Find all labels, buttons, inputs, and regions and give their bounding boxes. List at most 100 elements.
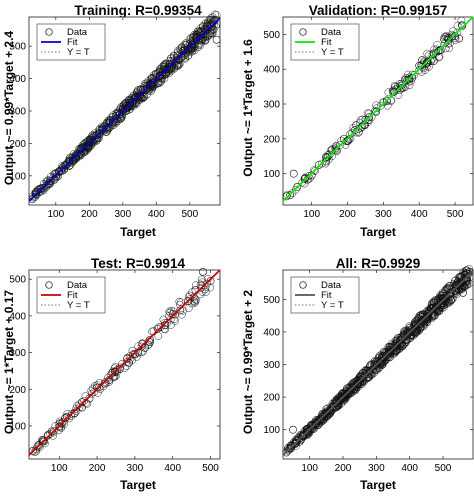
data-point [452,288,461,297]
x-tick-label: 500 [202,463,219,474]
x-tick-label: 400 [411,209,428,220]
data-point [133,86,142,95]
data-point [187,299,196,308]
data-point [418,56,426,64]
data-point [311,167,319,175]
data-point [103,373,112,382]
data-point [444,284,453,292]
data-point [123,104,132,113]
data-point [46,429,54,438]
data-point [39,436,47,445]
data-point [395,86,404,94]
data-point [184,45,192,54]
data-point [35,188,44,197]
data-point [151,77,160,85]
data-point [423,313,432,321]
data-point [441,44,450,53]
y-tick-label: 500 [9,275,26,286]
data-point [430,303,438,312]
data-point [171,310,180,319]
data-point [36,184,45,193]
data-point [212,35,221,44]
data-point [382,96,391,105]
x-tick-label: 300 [127,463,144,474]
data-point [283,190,292,199]
x-tick-label: 200 [339,209,356,220]
data-point [95,383,103,392]
data-point [176,45,185,53]
x-tick-label: 100 [47,209,64,220]
data-point [417,323,425,331]
data-point [445,284,453,293]
x-tick-label: 500 [181,209,198,220]
data-point [446,288,454,297]
data-point [364,374,372,382]
data-point [434,47,443,56]
data-point [430,298,438,307]
data-point [290,439,299,448]
data-point [187,47,196,56]
data-point [283,446,292,455]
data-point [375,359,384,367]
data-point [308,423,317,432]
data-point [453,290,461,298]
data-point [59,163,68,171]
data-point [206,14,215,23]
legend-label: Fit [321,290,332,301]
data-point [286,191,295,200]
data-point [364,370,373,379]
data-point [123,354,132,362]
data-point [439,301,448,309]
x-tick-label: 200 [89,463,106,474]
legend-label: Data [321,280,342,291]
data-point [430,56,439,65]
x-tick-label: 100 [301,463,318,474]
data-point [189,293,198,302]
data-point [462,266,471,275]
data-point [428,308,436,317]
data-point [161,325,169,334]
data-point [132,353,141,361]
data-point [306,426,314,434]
legend-label: Data [67,280,88,291]
data-point [324,409,332,418]
data-point [448,32,457,41]
panel-test: Test: R=0.9914 Target Output ~= 1*Target… [2,256,221,492]
data-point [319,411,328,420]
x-tick-label: 400 [164,463,181,474]
data-point [206,283,215,292]
data-point [148,73,157,82]
data-point [451,276,460,285]
data-point [384,88,393,97]
data-point [298,178,306,187]
data-point [367,113,376,121]
fit-line [282,270,474,456]
data-point [181,53,189,62]
data-point [55,422,64,431]
data-point [183,40,191,49]
panel-all: All: R=0.9929 Target Output ~= 0.99*Targ… [241,256,474,492]
data-point [424,57,433,66]
data-point [102,125,111,133]
data-point [137,342,146,351]
data-point [174,60,183,69]
data-point [417,68,426,76]
data-point [81,143,90,151]
x-tick-label: 200 [335,463,352,474]
data-point [67,412,76,420]
data-point [460,270,469,279]
data-point [87,389,96,398]
y-tick-label: 500 [9,42,26,53]
data-point [50,426,58,435]
data-point [414,322,422,331]
data-point [51,170,60,178]
data-point [175,55,184,63]
data-point [75,148,84,157]
data-point [118,106,127,115]
panel-title: Test: R=0.9914 [91,256,185,271]
data-point [101,378,109,386]
data-point [441,285,450,294]
data-point [188,46,197,55]
